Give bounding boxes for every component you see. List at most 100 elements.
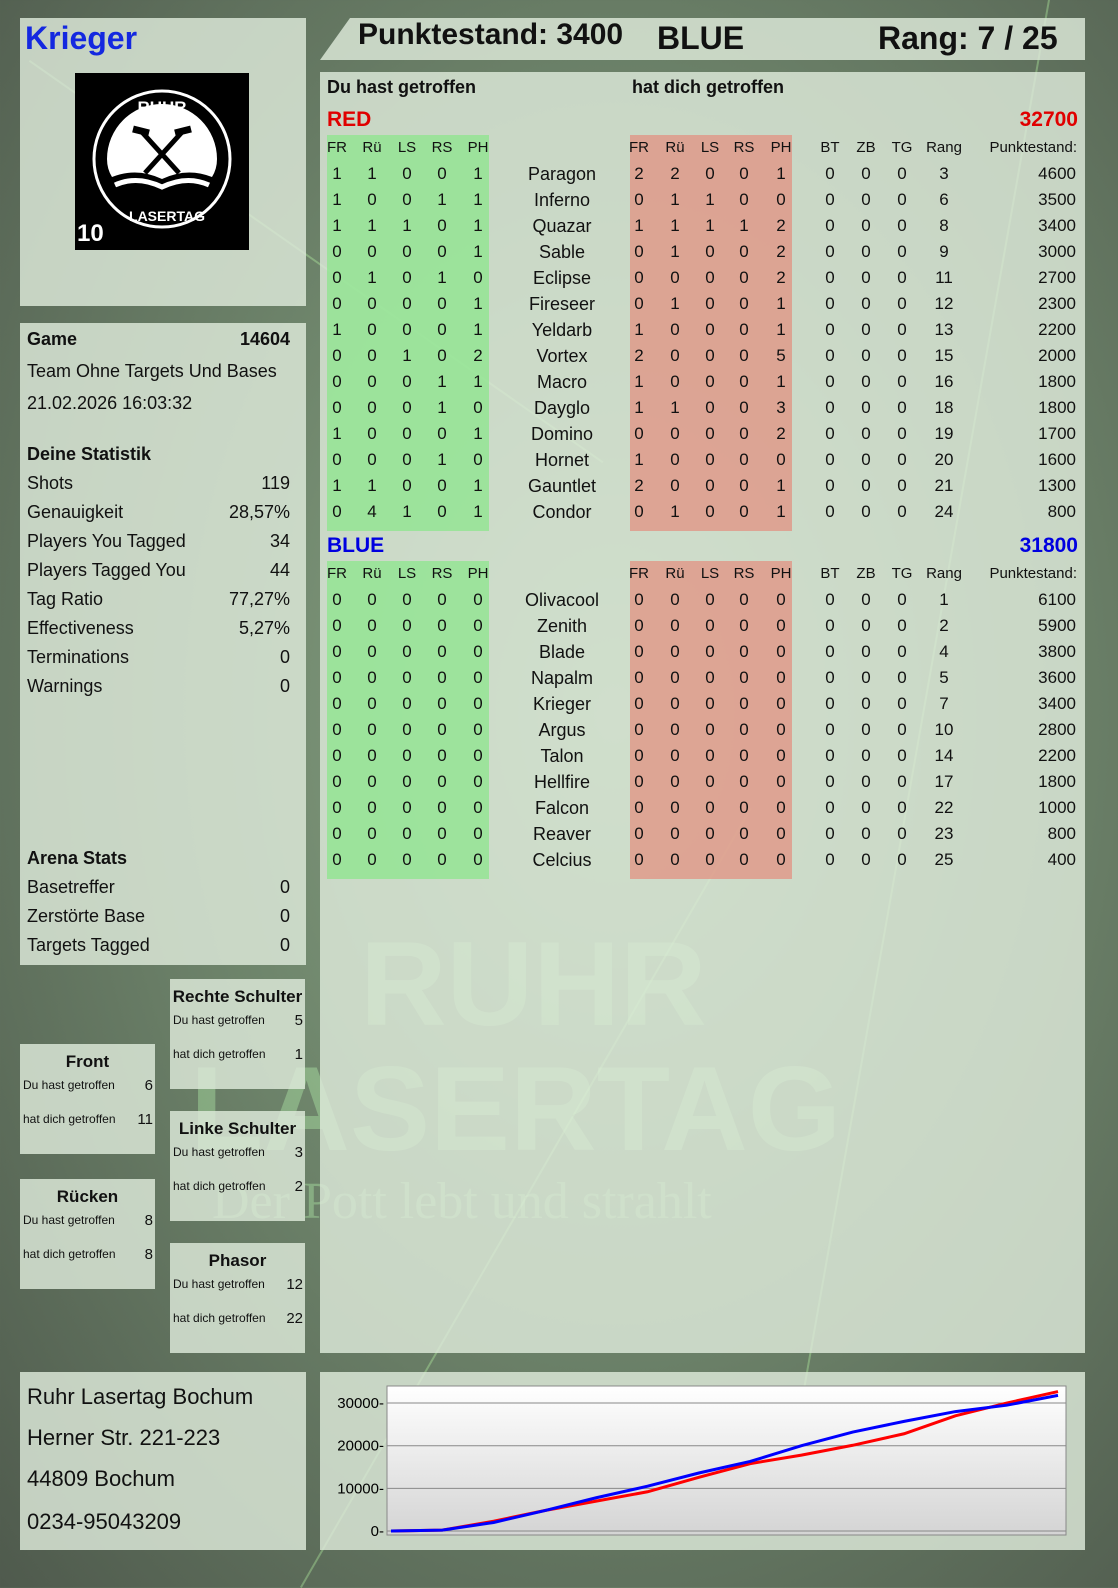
hitby-cell: 0 [670,450,680,469]
column-header: LS [397,565,417,582]
hit-cell: 0 [437,798,447,817]
hitby-cell: 0 [739,850,749,869]
hit-cell: 0 [437,242,447,261]
arena-cell: 0 [861,424,871,443]
hit-cell: 0 [437,320,447,339]
stat-value: 44 [269,560,290,580]
hit-cell: 0 [437,164,447,183]
stat-value: 28,57% [228,502,290,522]
player-name-cell: Falcon [534,798,590,818]
hitby-cell: 0 [739,772,749,791]
game-id: 14604 [239,329,290,349]
hit-cell: 1 [473,242,483,261]
zone-hit-label: Du hast getroffen [173,1013,265,1027]
hitby-cell: 1 [776,372,786,391]
hit-cell: 0 [437,772,447,791]
hit-highlight [327,561,489,879]
hitby-cell: 0 [705,476,715,495]
hitby-cell: 0 [634,502,644,521]
hit-zone-front: Front Du hast getroffen 6 hat dich getroffe… [20,1044,155,1154]
hitby-cell: 0 [705,668,715,687]
hit-zone-phasor: Phasor Du hast getroffen 12 hat dich getrof… [170,1243,305,1353]
hit-cell: 0 [402,590,412,609]
player-name-cell: Fireseer [528,294,595,314]
zone-hitby-label: hat dich getroffen [23,1112,116,1126]
hitby-cell: 0 [705,616,715,635]
stat-label: Terminations [27,647,130,667]
rank-cell: 16 [934,372,954,391]
hitby-cell: 0 [705,424,715,443]
hitby-cell: 0 [739,616,749,635]
column-header: TG [891,565,913,582]
hitby-cell: 0 [670,268,680,287]
team-total: 32700 [1019,108,1078,131]
column-header: PH [467,139,489,156]
arena-cell: 0 [897,720,907,739]
hit-cell: 0 [402,450,412,469]
score-cell: 3800 [1038,642,1076,661]
hitby-cell: 2 [634,164,644,183]
hit-cell: 0 [367,850,377,869]
hit-cell: 1 [473,372,483,391]
arena-cell: 0 [825,746,835,765]
hit-cell: 0 [473,720,483,739]
hitby-cell: 0 [739,398,749,417]
hit-cell: 1 [402,216,412,235]
arena-cell: 0 [825,190,835,209]
hitby-cell: 0 [634,746,644,765]
hit-cell: 0 [402,616,412,635]
hitby-cell: 0 [670,372,680,391]
arena-cell: 0 [825,772,835,791]
stat-label: Effectiveness [27,618,134,638]
arena-cell: 0 [825,346,835,365]
column-header: Rü [362,139,382,156]
hit-cell: 0 [473,798,483,817]
stat-value: 77,27% [228,589,290,609]
arena-cell: 0 [825,616,835,635]
rank-cell: 18 [934,398,954,417]
hitby-cell: 0 [776,590,786,609]
hit-cell: 0 [402,850,412,869]
arena-cell: 0 [825,216,835,235]
hit-cell: 0 [473,590,483,609]
hit-cell: 0 [437,824,447,843]
zone-hitby-value: 2 [294,1178,303,1195]
arena-cell: 0 [861,850,871,869]
arena-cell: 0 [861,294,871,313]
hit-cell: 0 [437,720,447,739]
arena-cell: 0 [861,320,871,339]
player-name-cell: Inferno [533,190,591,210]
hitby-cell: 1 [634,372,644,391]
hit-cell: 0 [332,294,342,313]
hitby-cell: 2 [634,476,644,495]
hitby-cell: 0 [705,798,715,817]
hitby-cell: 0 [670,668,680,687]
hit-cell: 0 [402,424,412,443]
arena-cell: 0 [897,398,907,417]
arena-cell: 0 [897,450,907,469]
arena-cell: 0 [861,190,871,209]
y-tick-label: 10000- [337,1480,384,1497]
hitby-cell: 0 [739,642,749,661]
hitby-cell: 0 [705,450,715,469]
hitby-highlight [630,135,792,531]
hit-cell: 0 [332,502,342,521]
team-name: BLUE [327,534,385,557]
column-header: Punktestand: [989,565,1077,582]
arena-cell: 0 [861,450,871,469]
hitby-cell: 0 [705,720,715,739]
hit-cell: 0 [332,642,342,661]
hitby-cell: 0 [705,590,715,609]
player-name-cell: Eclipse [532,268,592,288]
player-name-cell: Quazar [532,216,592,236]
hitby-cell: 1 [670,190,680,209]
arena-cell: 0 [897,772,907,791]
hitby-cell: 0 [705,824,715,843]
hit-cell: 0 [367,590,377,609]
arena-stat-value: 0 [279,935,290,955]
hitby-cell: 0 [634,694,644,713]
arena-cell: 0 [825,320,835,339]
hitby-cell: 0 [670,320,680,339]
hit-cell: 1 [367,268,377,287]
hit-cell: 0 [473,450,483,469]
